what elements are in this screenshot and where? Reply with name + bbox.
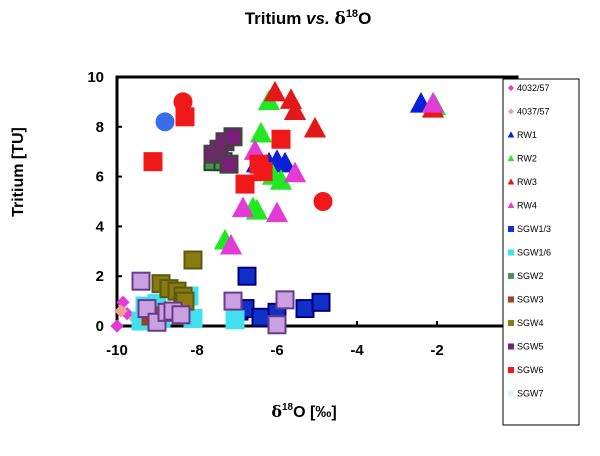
legend-marker [507,390,515,397]
point-unlabeled [131,271,151,291]
point-sgw1-6 [225,310,245,330]
legend-label: RW2 [517,154,537,164]
legend-label: SGW4 [517,318,544,328]
x-tick-label: -8 [190,342,203,359]
legend-marker [507,201,515,208]
legend-label: SGW3 [517,295,544,305]
point-unlabeled [223,291,243,311]
point-rw4 [231,196,255,218]
point-4037-57 [114,304,128,318]
point-rw4 [219,233,243,255]
point-rw4 [265,201,289,223]
legend-marker [507,366,515,374]
point-rw1 [273,151,297,173]
point-unlabeled [171,305,191,325]
point-sgw5 [223,127,243,147]
x-tick-label: -2 [430,342,443,359]
point-rw4 [283,161,307,183]
point-rw3 [303,116,327,138]
y-axis-label: Tritium [TU] [10,127,27,217]
point-sgw6 [235,174,255,194]
legend-marker [507,225,515,233]
point-rw4 [421,91,445,113]
legend-label: SGW7 [517,389,544,399]
point-unlabeled [267,315,287,335]
point-rw3 [263,80,287,102]
legend-label: 4032/57 [517,83,550,93]
legend: 4032/57 4037/57 RW1 RW2 RW3 RW4 SGW1/3 SGW1/6 SG… [507,83,551,399]
point-sgw6 [253,162,273,182]
legend-label: RW1 [517,130,537,140]
point-sgw5 [219,154,239,174]
legend-marker [507,343,515,350]
point-unlabeled [173,92,193,112]
point-sgw1-3 [295,299,315,319]
legend-marker [507,319,515,327]
point-rw2 [249,121,273,143]
legend-label: SGW6 [517,365,544,375]
legend-marker [507,178,515,185]
legend-box [502,78,580,426]
axis-ticks: -10 -8 -6 -4 -2 0 2 4 6 8 10 [87,69,443,359]
y-tick-label: 2 [96,268,104,285]
point-sgw1-3 [251,307,271,327]
legend-marker [507,272,515,280]
chart-title: Tritium vs. δ18O [245,8,372,29]
legend-label: SGW1/3 [517,224,551,234]
x-tick-label: -6 [270,342,283,359]
point-rw3 [283,99,307,121]
y-tick-label: 8 [96,119,104,136]
legend-label: SGW5 [517,342,544,352]
point-sgw4 [183,250,203,270]
legend-marker [507,296,515,303]
y-tick-label: 4 [96,218,105,235]
legend-label: SGW2 [517,271,544,281]
legend-marker [507,154,515,161]
x-tick-label: -10 [106,342,128,359]
point-sgw6 [143,152,163,172]
legend-marker [507,249,515,256]
point-4032-57 [110,319,124,333]
x-tick-label: -4 [350,342,364,359]
legend-label: RW4 [517,201,537,211]
legend-label: 4037/57 [517,107,550,117]
y-tick-label: 0 [96,318,104,335]
y-tick-label: 6 [96,169,104,186]
point-sgw6 [271,129,291,149]
point-sgw1-3 [237,266,257,286]
legend-marker [507,84,515,92]
y-tick-label: 10 [87,69,104,86]
point-unlabeled [313,192,333,211]
point-sgw1-3 [311,292,331,312]
legend-label: RW3 [517,177,537,187]
data-marks [110,80,447,335]
point-unlabeled [155,112,175,132]
x-axis-label: δ18O [‰] [271,402,336,421]
legend-marker [507,108,515,115]
legend-marker [507,131,515,138]
point-unlabeled [275,290,295,310]
legend-label: SGW1/6 [517,248,551,258]
